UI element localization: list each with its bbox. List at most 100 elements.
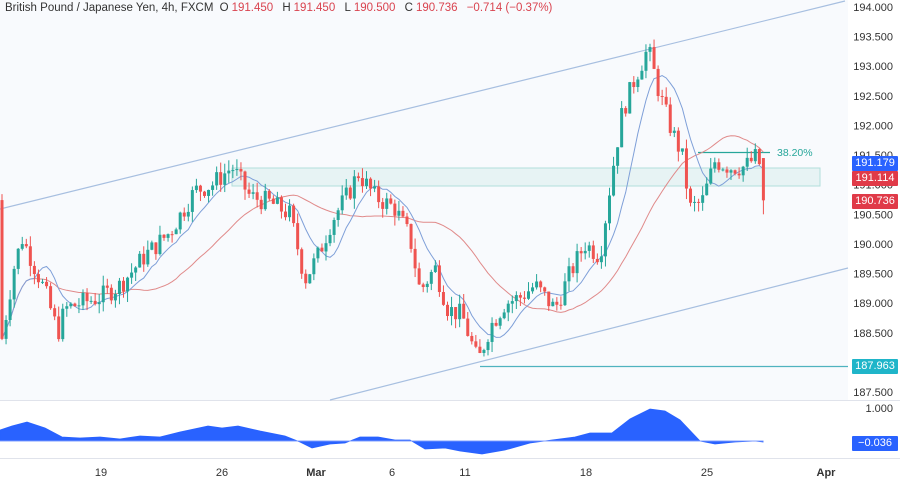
candle[interactable] <box>73 302 77 307</box>
candle[interactable] <box>219 162 223 192</box>
candle[interactable] <box>567 257 571 292</box>
candle[interactable] <box>239 162 243 181</box>
candle[interactable] <box>275 191 279 205</box>
candle[interactable] <box>373 179 377 193</box>
candle[interactable] <box>559 296 563 310</box>
candle[interactable] <box>16 247 20 275</box>
candle[interactable] <box>365 171 368 190</box>
candle[interactable] <box>401 206 405 218</box>
candle[interactable] <box>122 276 125 298</box>
candle[interactable] <box>733 169 737 176</box>
candle[interactable] <box>458 294 462 328</box>
candle[interactable] <box>591 240 595 263</box>
candle[interactable] <box>243 170 247 200</box>
candle[interactable] <box>527 282 530 300</box>
channel-lower-line[interactable] <box>329 267 849 401</box>
candle[interactable] <box>231 164 235 179</box>
candle[interactable] <box>109 284 113 305</box>
candle[interactable] <box>352 170 356 209</box>
candle[interactable] <box>510 295 514 314</box>
candle[interactable] <box>599 245 603 269</box>
candle[interactable] <box>761 158 765 215</box>
candle[interactable] <box>531 282 535 294</box>
candle[interactable] <box>89 296 93 304</box>
candle[interactable] <box>93 292 97 306</box>
candle[interactable] <box>506 300 510 322</box>
candle[interactable] <box>729 169 733 180</box>
candle[interactable] <box>425 281 429 293</box>
candle[interactable] <box>279 195 283 219</box>
candle[interactable] <box>81 289 85 311</box>
candle[interactable] <box>547 291 551 311</box>
candle[interactable] <box>36 269 40 289</box>
candle[interactable] <box>198 184 202 202</box>
candle[interactable] <box>32 261 36 285</box>
candle[interactable] <box>142 246 146 272</box>
candle[interactable] <box>676 127 680 162</box>
candle[interactable] <box>433 260 437 274</box>
candle[interactable] <box>211 181 215 196</box>
candle[interactable] <box>263 183 267 211</box>
candle[interactable] <box>644 44 648 79</box>
candle[interactable] <box>486 339 490 356</box>
candle[interactable] <box>595 253 599 265</box>
candle[interactable] <box>381 197 385 218</box>
candle[interactable] <box>360 168 364 193</box>
candle[interactable] <box>648 43 652 62</box>
candle[interactable] <box>446 301 449 321</box>
candle[interactable] <box>409 223 413 253</box>
candle[interactable] <box>693 195 697 212</box>
candle[interactable] <box>332 217 336 243</box>
candle[interactable] <box>194 178 198 193</box>
candle[interactable] <box>539 280 543 293</box>
candle[interactable] <box>405 212 409 227</box>
candle[interactable] <box>348 185 352 200</box>
candle[interactable] <box>0 194 4 341</box>
candle[interactable] <box>437 260 441 297</box>
candle[interactable] <box>170 231 174 243</box>
candle[interactable] <box>146 240 150 267</box>
candle[interactable] <box>535 274 539 290</box>
candle[interactable] <box>502 308 506 320</box>
candle[interactable] <box>393 199 397 226</box>
candle[interactable] <box>640 65 644 80</box>
candle[interactable] <box>579 247 583 262</box>
candle[interactable] <box>247 182 251 199</box>
candle[interactable] <box>518 292 522 306</box>
candle[interactable] <box>397 200 401 221</box>
candle[interactable] <box>57 306 61 342</box>
candle[interactable] <box>543 286 547 296</box>
candle[interactable] <box>235 159 239 176</box>
candle[interactable] <box>20 236 24 251</box>
candle[interactable] <box>158 225 162 256</box>
candle[interactable] <box>134 266 138 282</box>
candle[interactable] <box>701 186 705 211</box>
candle[interactable] <box>478 339 482 354</box>
candle[interactable] <box>85 288 89 311</box>
candle[interactable] <box>741 165 745 182</box>
candle[interactable] <box>328 229 332 247</box>
candle[interactable] <box>308 273 312 284</box>
candle[interactable] <box>369 177 373 197</box>
candle[interactable] <box>705 177 709 196</box>
candle[interactable] <box>154 242 158 260</box>
candle[interactable] <box>324 235 328 261</box>
candle[interactable] <box>757 148 761 166</box>
candle[interactable] <box>450 296 454 326</box>
candle[interactable] <box>454 307 458 329</box>
candle[interactable] <box>336 207 340 227</box>
candle[interactable] <box>652 39 656 70</box>
candle[interactable] <box>105 278 109 294</box>
candle[interactable] <box>215 166 219 190</box>
candle[interactable] <box>628 81 632 114</box>
price-pane[interactable] <box>0 0 848 400</box>
candle[interactable] <box>8 290 12 327</box>
candle[interactable] <box>28 236 32 277</box>
candle[interactable] <box>664 87 668 107</box>
candle[interactable] <box>203 190 206 198</box>
candle[interactable] <box>429 269 433 291</box>
candle[interactable] <box>632 76 636 94</box>
candle[interactable] <box>259 195 263 215</box>
candle[interactable] <box>255 182 259 208</box>
